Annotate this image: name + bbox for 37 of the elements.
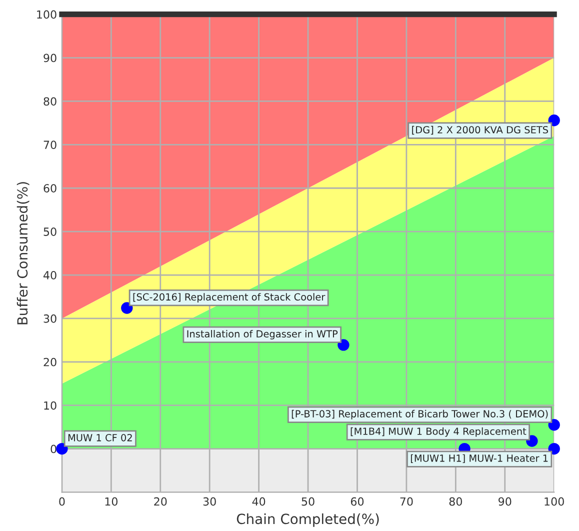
y-tick-label: 60 [44,184,56,192]
y-tick-label: 0 [50,444,56,454]
point [121,302,133,314]
y-tick-label: 20 [44,358,56,366]
annotation: [SC-2016] Replacement of Stack Cooler [133,293,326,302]
y-tick-label: 70 [44,140,56,150]
point [338,339,350,351]
point [548,442,560,455]
x-tick-label: 40 [252,497,266,506]
x-tick-label: 0 [59,497,65,506]
annotation: Installation of Degasser in WTP [187,330,338,340]
x-tick-label: 100 [544,497,564,506]
annotation: MUW 1 CF 02 [68,434,132,442]
y-tick-label: 50 [44,228,56,236]
y-tick-label: 30 [44,314,56,323]
x-tick-label: 20 [154,497,167,506]
point [56,442,68,455]
y-tick-label: 10 [44,401,56,410]
x-tick-label: 50 [302,497,314,506]
x-axis-title: Chain Completed(%) [236,513,379,527]
y-tick-label: 80 [44,97,56,106]
x-tick-label: 60 [350,497,364,506]
x-tick-label: 30 [203,497,216,506]
annotation: [M1B4] MUW 1 Body 4 Replacement [350,427,526,437]
y-tick-label: 100 [37,10,56,19]
x-tick-label: 90 [498,497,512,506]
x-tick-label: 80 [449,497,462,506]
x-tick-label: 70 [400,497,413,506]
annotation: [P-BT-03] Replacement of Bicarb Tower No.3 ( DEMO) [292,410,548,420]
point [548,419,560,431]
point [548,114,560,126]
x-tick-label: 10 [105,497,118,506]
y-tick-label: 40 [43,270,56,280]
annotation: [DG] 2 X 2000 KVA DG SETS [412,126,548,135]
y-axis-title: Buffer Consumed(%) [16,182,30,324]
y-tick-label: 90 [44,54,56,62]
annotation: [MUW1 H1] MUW-1 Heater 1 [410,454,548,464]
